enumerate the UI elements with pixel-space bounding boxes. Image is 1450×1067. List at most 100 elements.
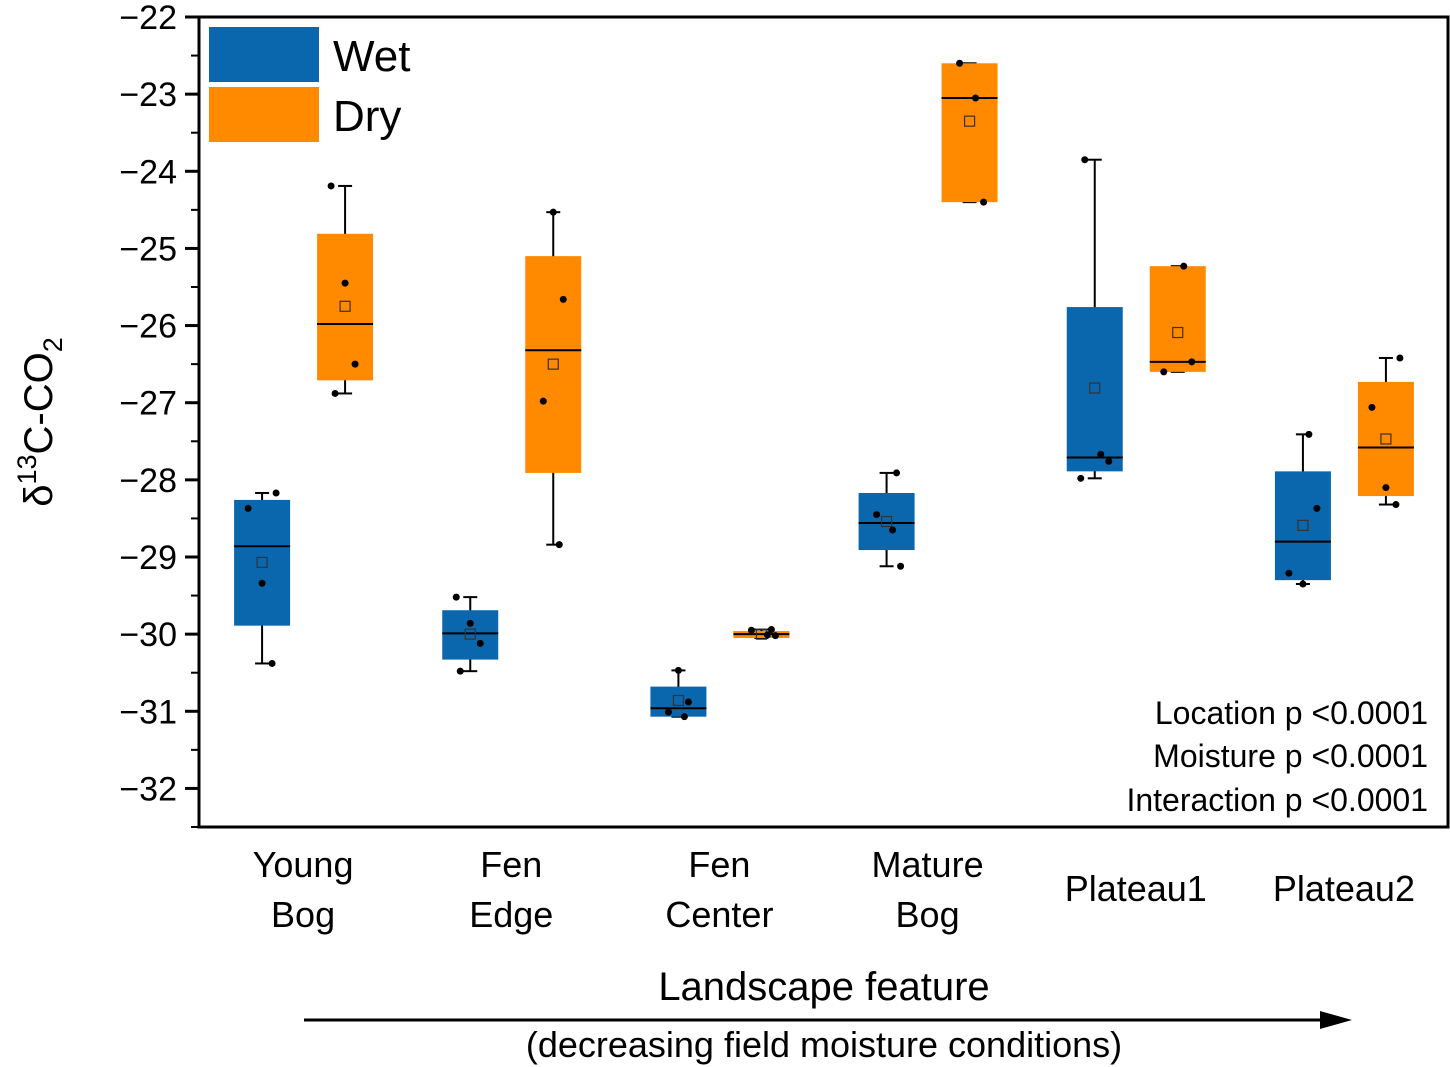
- data-point: [1105, 457, 1113, 465]
- box-iqr: [1149, 266, 1206, 372]
- data-point: [1313, 504, 1321, 512]
- data-point: [327, 182, 335, 190]
- box-iqr: [858, 492, 915, 551]
- y-tick-label: −32: [119, 770, 177, 808]
- box-iqr: [317, 233, 374, 381]
- box-wet-2: [650, 666, 707, 721]
- mean-marker: [1380, 433, 1392, 445]
- x-tick-label: Bog: [271, 894, 335, 935]
- data-point: [771, 632, 779, 640]
- box-wet-5: [1274, 430, 1331, 588]
- data-point: [674, 666, 682, 674]
- data-point: [1396, 354, 1404, 362]
- x-tick-label: Edge: [469, 894, 553, 935]
- data-point: [1160, 368, 1168, 376]
- x-axis-note: (decreasing field moisture conditions): [526, 1024, 1122, 1065]
- box-iqr: [1357, 381, 1414, 497]
- y-tick-label: −22: [119, 0, 177, 37]
- y-tick-label: −26: [119, 308, 177, 346]
- data-point: [972, 94, 980, 102]
- x-tick-label: Fen: [688, 844, 750, 885]
- mean-marker: [672, 694, 685, 707]
- data-point: [873, 511, 881, 519]
- data-point: [555, 541, 563, 549]
- data-point: [1097, 450, 1105, 458]
- y-tick-label: −23: [119, 76, 177, 114]
- data-point: [956, 59, 964, 67]
- x-tick-label: Plateau1: [1065, 868, 1207, 909]
- annotation-interaction: Interaction p <0.0001: [1126, 782, 1428, 818]
- box-dry-3: [941, 59, 998, 206]
- box-wet-0: [234, 489, 291, 667]
- y-tick-label: −30: [119, 616, 177, 654]
- x-tick-label: Plateau2: [1273, 868, 1415, 909]
- data-point: [889, 526, 897, 534]
- box-iqr: [234, 499, 291, 626]
- y-tick-label: −29: [119, 539, 177, 577]
- data-point: [452, 593, 460, 601]
- mean-marker: [339, 300, 351, 312]
- data-point: [244, 504, 252, 512]
- box-iqr: [941, 63, 998, 203]
- box-dry-1: [525, 208, 582, 549]
- mean-marker: [880, 515, 893, 528]
- data-point: [980, 198, 988, 206]
- x-tick-label: Young: [253, 844, 354, 885]
- box-dry-4: [1149, 262, 1206, 376]
- data-point: [272, 489, 280, 497]
- data-point: [268, 659, 276, 667]
- data-point: [664, 708, 672, 716]
- box-iqr: [1274, 471, 1331, 581]
- data-point: [1188, 358, 1196, 366]
- x-tick-label: Mature: [872, 844, 984, 885]
- data-point: [1305, 430, 1313, 438]
- y-tick-label: −25: [119, 230, 177, 268]
- data-point: [549, 208, 557, 216]
- x-tick-label: Center: [665, 894, 773, 935]
- legend: Wet Dry: [209, 27, 410, 142]
- x-tick-label: Bog: [896, 894, 960, 935]
- y-tick-label: −24: [119, 153, 177, 191]
- legend-label-wet: Wet: [333, 32, 410, 81]
- mean-marker: [464, 628, 476, 640]
- data-point: [331, 389, 339, 397]
- mean-marker: [1297, 519, 1309, 531]
- data-point: [897, 562, 905, 570]
- stats-annotations: Location p <0.0001 Moisture p <0.0001 In…: [1126, 695, 1428, 818]
- data-point: [1285, 569, 1293, 577]
- box-iqr: [1066, 307, 1123, 472]
- data-point: [1180, 262, 1188, 270]
- data-point: [341, 279, 349, 287]
- data-point: [1392, 501, 1400, 509]
- data-point: [1368, 403, 1376, 411]
- box-wet-3: [858, 469, 915, 570]
- box-dry-2: [733, 626, 790, 640]
- mean-marker: [547, 358, 559, 370]
- data-point: [767, 626, 775, 634]
- box-iqr: [525, 256, 582, 473]
- data-point: [893, 469, 901, 477]
- legend-swatch-dry: [209, 87, 319, 142]
- data-point: [763, 631, 771, 639]
- box-dry-0: [317, 182, 374, 397]
- x-axis-title: Landscape feature: [658, 965, 989, 1009]
- box-iqr: [442, 610, 499, 660]
- data-point: [1382, 484, 1390, 492]
- y-axis: −22 −23 −24 −25 −26 −27 −28 −29 −30 −31 −32: [119, 0, 199, 828]
- x-tick-label: Fen: [480, 844, 542, 885]
- y-tick-label: −31: [119, 693, 177, 731]
- box-wet-1: [442, 593, 499, 675]
- mean-marker: [963, 115, 976, 127]
- data-point: [684, 698, 692, 706]
- arrow-head-icon: [1320, 1011, 1352, 1029]
- mean-marker: [1172, 326, 1184, 339]
- data-point: [559, 295, 567, 303]
- plot-frame: [197, 15, 1450, 829]
- box-iqr: [650, 686, 707, 717]
- legend-label-dry: Dry: [333, 92, 401, 141]
- data-point: [539, 397, 547, 405]
- x-axis: Young Bog Fen Edge Fen Center Mature Bog Plateau…: [253, 844, 1415, 935]
- annotation-moisture: Moisture p <0.0001: [1153, 738, 1428, 774]
- plot-marks: [234, 59, 1414, 721]
